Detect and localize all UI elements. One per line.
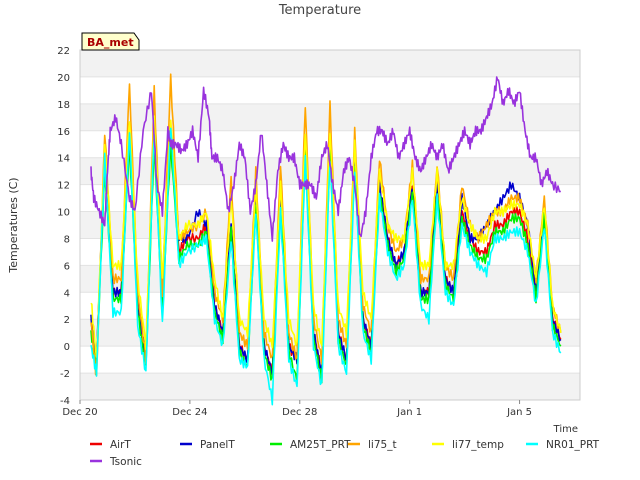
y-tick-label: 4 [64, 288, 70, 299]
grid-band [80, 50, 580, 77]
y-tick-label: 6 [64, 261, 70, 272]
y-tick-label: 10 [57, 208, 70, 219]
y-tick-label: 8 [64, 234, 70, 245]
x-axis-ticks: Dec 20 Dec 24 Dec 28 Jan 1 Jan 5 [62, 400, 532, 418]
y-tick-label: -2 [60, 369, 70, 380]
x-tick-label: Jan 5 [506, 407, 532, 418]
series-line-tsonic [90, 76, 561, 242]
legend-label: li77_temp [452, 439, 504, 451]
site-label-badge: BA_met [81, 32, 140, 51]
x-tick-label: Dec 20 [62, 407, 97, 418]
legend-label: li75_t [368, 439, 397, 451]
legend-item-am25t-prt: AM25T_PRT [270, 439, 351, 451]
series-line-li77-temp [90, 115, 562, 358]
legend: AirT PanelT AM25T_PRT li75_t li77_temp NR01_P… [90, 439, 600, 468]
x-tick-label: Jan 1 [396, 407, 422, 418]
y-axis-label: Temperatures (C) [7, 177, 20, 273]
grid-band [80, 373, 580, 400]
legend-label: Tsonic [109, 456, 142, 468]
legend-item-tsonic: Tsonic [90, 456, 142, 468]
series-line-nr01-prt [90, 127, 562, 406]
y-tick-label: 0 [64, 342, 70, 353]
plot-area [79, 49, 581, 401]
y-tick-label: 16 [57, 127, 70, 138]
legend-item-panelt: PanelT [180, 439, 235, 451]
legend-label: NR01_PRT [546, 439, 600, 451]
x-axis-label: Time [553, 424, 578, 435]
y-axis-ticks: -4 -2 0 2 4 6 8 10 12 14 16 18 20 22 [57, 46, 70, 407]
y-tick-label: 12 [57, 181, 70, 192]
legend-item-airt: AirT [90, 439, 131, 451]
y-tick-label: 22 [57, 46, 70, 57]
legend-item-li77-temp: li77_temp [432, 439, 504, 451]
grid-band [80, 265, 580, 293]
site-label-text: BA_met [87, 36, 134, 49]
series-lines [90, 73, 562, 406]
site-label-box [81, 32, 140, 51]
x-tick-label: Dec 24 [172, 407, 207, 418]
legend-label: AM25T_PRT [290, 439, 351, 451]
legend-item-li75-t: li75_t [348, 439, 397, 451]
y-tick-label: 2 [64, 315, 70, 326]
y-tick-label: -4 [60, 396, 70, 407]
y-tick-label: 14 [57, 154, 70, 165]
legend-label: PanelT [200, 439, 235, 451]
chart-title: Temperature [278, 3, 361, 18]
x-tick-label: Dec 28 [282, 407, 317, 418]
y-tick-label: 20 [57, 73, 70, 84]
grid-band [80, 319, 580, 347]
legend-item-nr01-prt: NR01_PRT [526, 439, 600, 451]
legend-label: AirT [110, 439, 131, 451]
y-tick-label: 18 [57, 100, 70, 111]
